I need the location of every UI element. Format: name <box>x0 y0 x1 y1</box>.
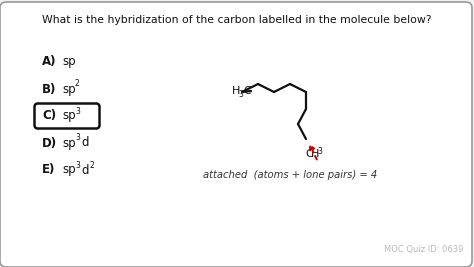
Text: 3: 3 <box>75 134 80 143</box>
Text: What is the hybridization of the carbon labelled in the molecule below?: What is the hybridization of the carbon … <box>42 15 432 25</box>
Text: MOC Quiz ID: 0639: MOC Quiz ID: 0639 <box>383 245 463 254</box>
Text: 3: 3 <box>75 107 80 116</box>
Text: sp: sp <box>62 136 76 150</box>
Text: H: H <box>311 149 319 159</box>
Text: d: d <box>81 136 89 150</box>
Text: E): E) <box>42 163 55 176</box>
Text: 3: 3 <box>75 160 80 170</box>
Text: sp: sp <box>62 163 76 176</box>
Text: H: H <box>232 86 240 96</box>
Text: 2: 2 <box>75 80 80 88</box>
Text: d: d <box>81 163 89 176</box>
Text: 2: 2 <box>90 160 95 170</box>
Text: C: C <box>305 149 313 159</box>
FancyBboxPatch shape <box>35 104 100 128</box>
Text: B): B) <box>42 83 56 96</box>
Text: 3: 3 <box>318 147 322 155</box>
Text: 3: 3 <box>238 90 243 99</box>
Text: attached  (atoms + lone pairs) = 4: attached (atoms + lone pairs) = 4 <box>203 170 377 180</box>
Text: sp: sp <box>62 109 76 123</box>
Text: C: C <box>243 86 251 96</box>
Text: sp: sp <box>62 83 76 96</box>
Text: A): A) <box>42 56 56 69</box>
Text: C): C) <box>42 109 56 123</box>
Text: D): D) <box>42 136 57 150</box>
Text: sp: sp <box>62 56 76 69</box>
